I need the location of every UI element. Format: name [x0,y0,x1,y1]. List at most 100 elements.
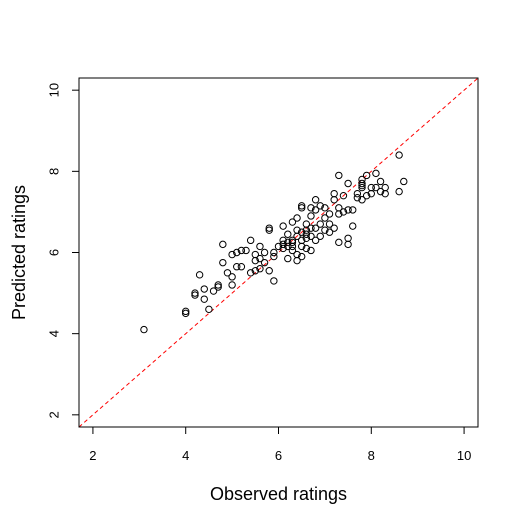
data-point [358,181,366,190]
data-point [344,206,352,214]
data-point [311,196,320,204]
x-axis-title: Observed ratings [210,484,347,504]
data-point [256,265,264,273]
data-point [274,242,283,251]
data-point [307,232,315,240]
data-point [219,240,227,249]
data-point [381,183,389,192]
data-point [358,196,366,204]
data-point [209,287,218,295]
data-point [325,228,334,236]
data-point [233,248,241,257]
data-point [200,285,208,293]
data-point [284,238,292,247]
data-point [330,189,338,198]
data-point [358,179,366,188]
data-point [344,234,352,242]
data-point [251,267,260,275]
data-point [311,224,320,232]
y-tick-label: 8 [46,168,61,175]
data-point [279,236,287,245]
data-point [353,189,362,198]
data-point [246,269,255,277]
data-point [330,196,338,204]
data-point [307,204,315,212]
data-point [293,214,301,222]
data-point [297,202,306,210]
data-point [349,222,357,230]
data-point [395,187,403,196]
x-tick-label: 2 [89,448,96,463]
data-point [265,267,273,275]
y-axis: 2 4 6 8 10 [46,83,80,418]
data-point [307,224,315,232]
data-point [260,248,269,257]
data-point [228,281,236,289]
data-point [297,204,306,212]
data-point [353,194,362,202]
data-point [237,246,246,255]
data-point [288,218,297,226]
data-point [297,252,306,261]
data-point [284,230,292,238]
y-tick-label: 4 [46,330,61,337]
data-point [302,234,311,242]
data-point [302,226,311,234]
data-point [344,179,352,188]
data-point [237,263,246,271]
data-point [311,236,320,245]
x-axis: 2 4 6 8 10 [89,426,471,463]
data-point [325,220,334,228]
data-point [316,232,324,240]
data-point [330,224,338,232]
data-point [214,281,222,289]
data-point [335,210,343,218]
data-point [265,226,273,234]
data-point [381,189,389,198]
y-tick-label: 6 [46,249,61,256]
data-point [344,240,352,249]
data-point [325,210,334,218]
data-point [335,238,343,247]
data-point [358,183,366,192]
data-point [395,151,403,159]
data-point [195,271,204,279]
data-point [246,236,255,245]
data-point [191,291,199,299]
data-point [400,177,408,186]
data-point [251,250,260,259]
data-point [279,244,287,253]
data-point [367,189,375,198]
data-point [270,248,278,257]
data-point [284,242,292,251]
data-point [321,226,329,234]
data-point [233,263,241,271]
data-point [297,228,306,236]
y-tick-label: 10 [46,83,61,97]
data-point [321,214,329,222]
data-point [256,242,264,251]
x-tick-label: 10 [457,448,471,463]
data-point [302,244,311,253]
data-point [279,222,287,230]
data-point [265,224,273,232]
data-points [140,151,408,334]
data-point [260,258,269,267]
data-point [362,191,371,200]
data-point [302,230,311,238]
data-point [372,183,380,192]
data-point [316,202,324,210]
y-tick-label: 2 [46,411,61,418]
data-point [270,252,278,261]
data-point [307,212,315,220]
data-point [316,220,324,228]
data-point [205,305,213,314]
data-point [339,191,348,200]
data-point [376,177,385,186]
data-point [293,256,301,265]
data-point [307,246,315,255]
data-point [242,246,250,255]
x-tick-label: 4 [182,448,189,463]
data-point [349,206,357,214]
data-point [228,250,236,259]
